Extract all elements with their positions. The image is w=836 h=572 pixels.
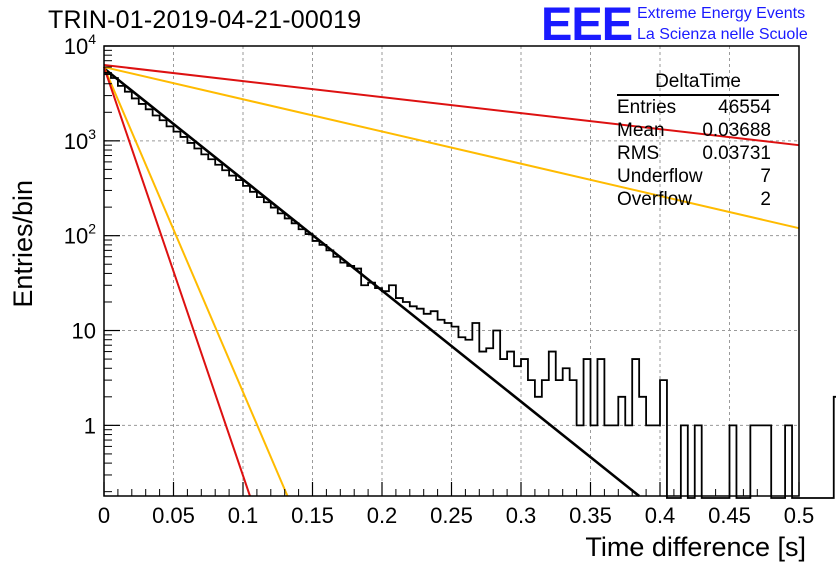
stats-value: 2 (760, 189, 771, 210)
x-tick-label: 0.35 (569, 503, 612, 528)
x-tick-label: 0.4 (645, 503, 676, 528)
stats-label: Mean (617, 120, 665, 141)
y-tick-label: 10 (72, 319, 96, 344)
stats-box: DeltaTime Entries 46554 Mean 0.03688 RMS 0.… (611, 71, 779, 211)
histogram-outline (104, 72, 836, 499)
y-tick-exponent: 3 (88, 126, 96, 142)
y-tick-label: 104 (64, 31, 96, 59)
stats-row-entries: Entries 46554 (611, 96, 779, 119)
x-tick-label: 0.1 (228, 503, 259, 528)
histogram (104, 72, 836, 499)
logo-line-2: La Scienza nelle Scuole (637, 26, 808, 43)
y-tick-exponent: 4 (88, 31, 96, 47)
x-tick-label: 0.15 (291, 503, 334, 528)
y-tick-label: 102 (64, 221, 96, 249)
stats-row-mean: Mean 0.03688 (611, 119, 779, 142)
stats-row-overflow: Overflow 2 (611, 188, 779, 211)
plot-title: TRIN-01-2019-04-21-00019 (48, 6, 362, 34)
x-tick-label: 0.2 (367, 503, 398, 528)
fit-line (103, 66, 800, 230)
x-tick-label: 0.45 (708, 503, 751, 528)
eee-logo-mark: EEE (541, 0, 633, 50)
stats-label: Underflow (617, 166, 703, 187)
logo-line-1: Extreme Energy Events (637, 5, 806, 22)
stats-label: Overflow (617, 189, 692, 210)
x-tick-label: 0.3 (506, 503, 537, 528)
stats-row-rms: RMS 0.03731 (611, 142, 779, 165)
stats-label: Entries (617, 97, 677, 118)
x-tick-label: 0.25 (430, 503, 473, 528)
stats-value: 7 (760, 166, 771, 187)
fit-line (103, 66, 289, 497)
stats-value: 0.03731 (702, 143, 771, 164)
x-tick-label: 0.5 (784, 503, 815, 528)
y-tick-label: 103 (64, 126, 96, 154)
y-axis-label: Entries/bin (8, 180, 38, 308)
fit-line (103, 66, 251, 497)
x-axis-label: Time difference [s] (585, 532, 806, 562)
y-tick-label: 1 (84, 413, 96, 438)
stats-title: DeltaTime (617, 71, 779, 96)
stats-value: 0.03688 (702, 120, 771, 141)
x-tick-label: 0.05 (152, 503, 195, 528)
stats-row-underflow: Underflow 7 (611, 165, 779, 188)
y-tick-exponent: 2 (88, 221, 96, 237)
stats-label: RMS (617, 143, 660, 164)
fit-line (103, 64, 800, 147)
x-tick-label: 0 (98, 503, 110, 528)
eee-logo-text: Extreme Energy Events La Scienza nelle S… (637, 3, 808, 45)
stats-value: 46554 (718, 97, 771, 118)
axis-ticks (103, 45, 800, 496)
